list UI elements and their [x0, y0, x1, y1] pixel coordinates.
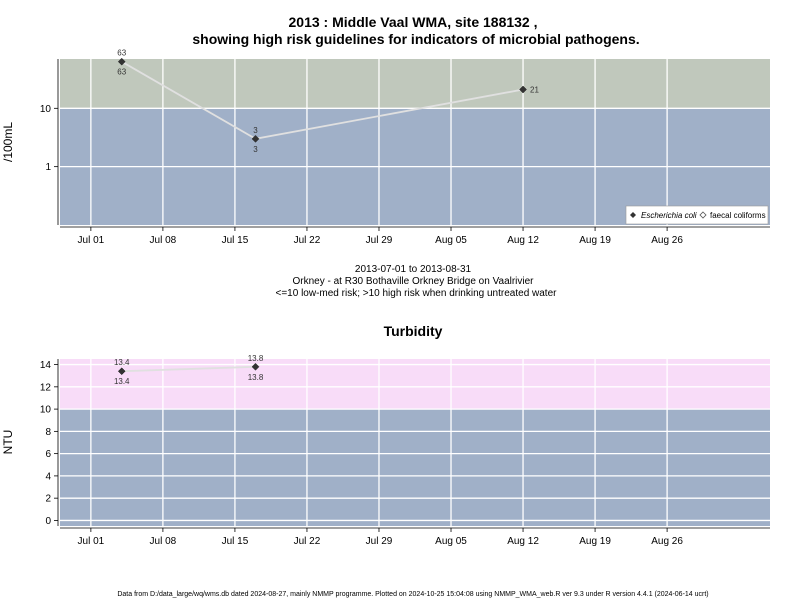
data-point [519, 85, 527, 94]
x-tick-label: Jul 29 [366, 536, 393, 547]
caption-site: Orkney - at R30 Bothaville Orkney Bridge… [292, 276, 534, 287]
x-tick-label: Aug 12 [507, 235, 539, 246]
turbidity-plot: 0 2 4 6 8 10 12 14 Jul 01 Jul 08 Jul 15 Jul 22 Jul 2… [40, 354, 770, 547]
data-label: 3 [253, 126, 258, 135]
chart2-title: Turbidity [384, 323, 443, 339]
x-tick-label: Aug 26 [651, 235, 683, 246]
x-tick-label: Jul 22 [294, 536, 321, 547]
data-label: 63 [117, 68, 126, 77]
x-tick-label: Jul 15 [222, 235, 249, 246]
x-tick-label: Aug 19 [579, 536, 611, 547]
legend: Escherichia coli faecal coliforms [625, 205, 769, 225]
band-1 [60, 359, 770, 410]
chart2-ylabel: NTU [1, 430, 15, 455]
x-tick-label: Aug 19 [579, 235, 611, 246]
y-tick-label: 1 [45, 162, 51, 173]
legend-label-faecal: faecal coliforms [710, 211, 766, 220]
data-label: 13.4 [114, 377, 130, 386]
legend-marker-ecoli [630, 212, 636, 218]
y-tick-label: 14 [40, 360, 52, 371]
legend-box [625, 205, 769, 225]
y-tick-label: 10 [40, 104, 52, 115]
chart1-subtitle: showing high risk guidelines for indicat… [192, 31, 639, 47]
footer-note: Data from D:/data_large/wq/wms.db dated … [117, 591, 708, 598]
data-label: 63 [117, 49, 126, 58]
caption-risk: <=10 low-med risk; >10 high risk when dr… [276, 288, 558, 299]
band-1 [60, 59, 770, 109]
x-tick-label: Jul 01 [78, 235, 105, 246]
data-point [251, 362, 260, 371]
x-tick-label: Aug 26 [651, 536, 683, 547]
y-tick-label: 12 [40, 382, 52, 393]
x-tick-label: Aug 05 [435, 235, 467, 246]
data-label: 13.8 [248, 373, 264, 382]
band-0 [60, 409, 770, 526]
x-tick-label: Jul 01 [78, 536, 105, 547]
x-tick-label: Aug 12 [507, 536, 539, 547]
y-tick-label: 4 [45, 471, 51, 482]
x-tick-label: Jul 29 [366, 235, 393, 246]
y-tick-label: 6 [45, 449, 51, 460]
data-label: 3 [253, 145, 258, 154]
x-tick-label: Jul 15 [222, 536, 249, 547]
data-point [117, 57, 126, 66]
ecoli-plot: 1 10 Jul 01 Jul 08 Jul 15 Jul 22 Jul 29 Aug 05 A… [40, 49, 770, 246]
caption-date-range: 2013-07-01 to 2013-08-31 [355, 264, 472, 275]
x-tick-label: Aug 05 [435, 536, 467, 547]
series-line [121, 365, 256, 373]
legend-marker-faecal [699, 211, 707, 219]
chart1-title: 2013 : Middle Vaal WMA, site 188132 , [289, 14, 538, 30]
y-tick-label: 8 [45, 427, 51, 438]
data-label: 13.4 [114, 358, 130, 367]
data-label: 13.8 [248, 354, 264, 363]
legend-label-ecoli: Escherichia coli [641, 211, 697, 220]
y-tick-label: 0 [45, 516, 51, 527]
y-tick-label: 2 [45, 494, 51, 505]
x-tick-label: Jul 08 [150, 536, 177, 547]
data-point [251, 134, 260, 143]
chart1-ylabel: /100mL [1, 122, 15, 162]
data-point [117, 367, 126, 376]
y-tick-label: 10 [40, 405, 52, 416]
x-tick-label: Jul 08 [150, 235, 177, 246]
x-tick-label: Jul 22 [294, 235, 321, 246]
data-label: 21 [530, 86, 539, 95]
